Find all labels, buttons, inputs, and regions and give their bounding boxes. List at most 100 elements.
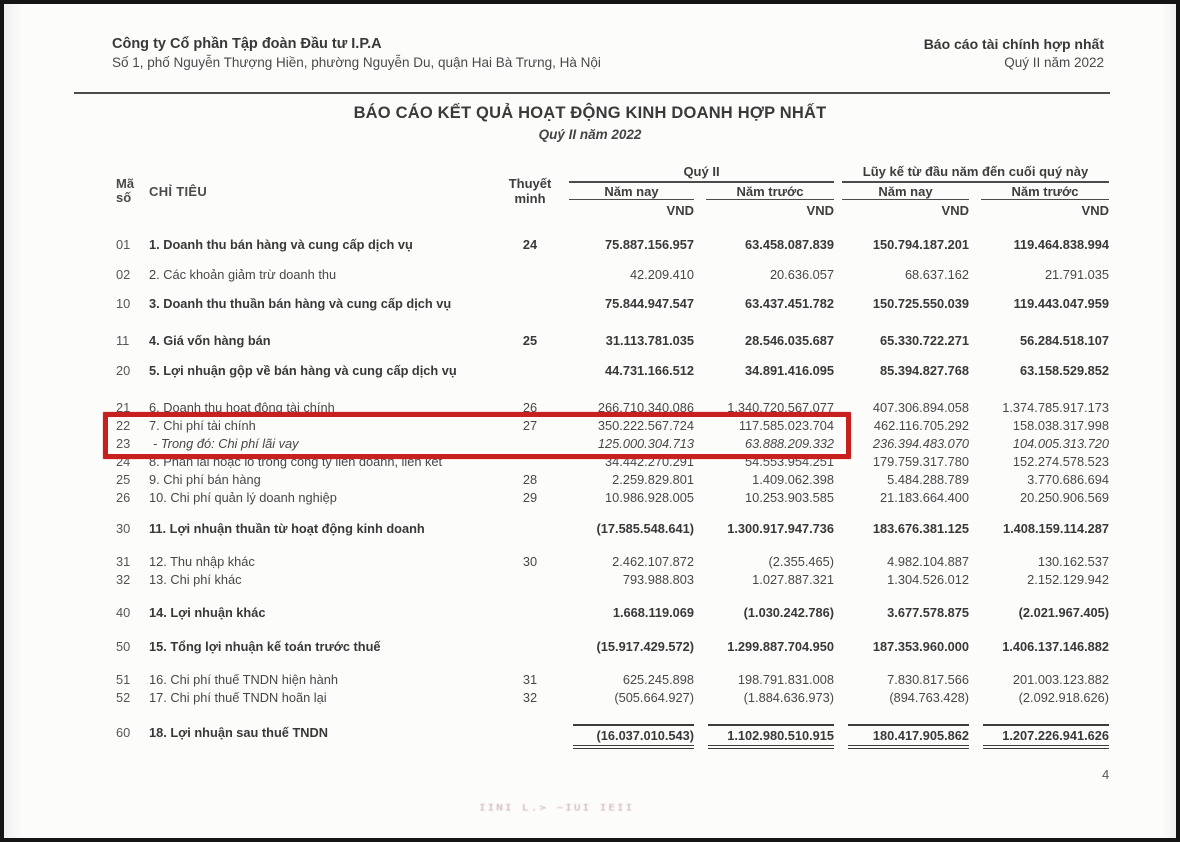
table-row: 02 2. Các khoản giảm trừ doanh thu 42.20…	[116, 266, 1109, 284]
currency-label: VND	[666, 203, 694, 218]
row-note-ref	[501, 604, 559, 622]
row-ytd-current-value: (894.763.428)	[889, 690, 969, 705]
row-quarter-current-value: 75.887.156.957	[605, 237, 694, 252]
row-quarter-current-value: (17.585.548.641)	[596, 521, 694, 536]
table-row: 25 9. Chi phí bán hàng 28 2.259.829.801 …	[116, 471, 1109, 489]
row-ytd-current-value: 68.637.162	[904, 267, 969, 282]
row-item-name: 17. Chi phí thuế TNDN hoãn lại	[149, 690, 327, 705]
table-body: 01 1. Doanh thu bán hàng và cung cấp dịc…	[116, 236, 1109, 749]
row-code: 31	[116, 554, 131, 569]
table-row: 26 10. Chi phí quản lý doanh nghiệp 29 1…	[116, 489, 1109, 507]
row-quarter-prior-value: 1.299.887.704.950	[727, 639, 834, 654]
row-note-ref	[501, 266, 559, 284]
row-code: 40	[116, 605, 131, 620]
row-ytd-current-value: 1.304.526.012	[887, 572, 969, 587]
row-note-ref: 24	[522, 237, 538, 252]
row-item-name: 7. Chi phí tài chính	[149, 418, 256, 433]
page-subtitle: Quý II năm 2022	[538, 127, 642, 142]
row-note-ref	[501, 724, 559, 749]
row-item-name: 13. Chi phí khác	[149, 572, 242, 587]
row-quarter-prior-value: (1.884.636.973)	[743, 690, 834, 705]
table-row: 52 17. Chi phí thuế TNDN hoãn lại 32 (50…	[116, 689, 1109, 707]
row-ytd-current-value: 236.394.483.070	[872, 436, 969, 451]
header-group-quarter: Quý II	[569, 164, 834, 183]
row-ytd-prior-value: 56.284.518.107	[1020, 333, 1109, 348]
row-quarter-prior-value: 34.891.416.095	[745, 363, 834, 378]
row-quarter-current-value: 350.222.567.724	[597, 418, 694, 433]
row-code: 30	[116, 521, 131, 536]
row-ytd-prior-value: 1.207.226.941.626	[983, 724, 1109, 749]
row-quarter-current-value: (16.037.010.543)	[573, 724, 694, 749]
row-note-ref	[501, 453, 559, 471]
row-ytd-prior-value: 104.005.313.720	[1012, 436, 1109, 451]
row-note-ref: 27	[522, 418, 538, 433]
company-name: Công ty Cổ phần Tập đoàn Đầu tư I.P.A	[112, 36, 382, 52]
header-ytd-prior: Năm trước	[981, 184, 1109, 200]
letterhead-left: Công ty Cổ phần Tập đoàn Đầu tư I.P.A Số…	[112, 36, 601, 70]
row-quarter-prior-value: 54.553.954.251	[745, 454, 834, 469]
row-code: 24	[116, 454, 131, 469]
row-ytd-prior-value: 1.374.785.917.173	[1002, 400, 1109, 415]
row-code: 60	[116, 725, 131, 740]
row-note-ref	[501, 435, 559, 453]
row-ytd-current-value: 85.394.827.768	[880, 363, 969, 378]
table-row: 10 3. Doanh thu thuần bán hàng và cung c…	[116, 295, 1109, 313]
row-code: 21	[116, 400, 131, 415]
row-item-name: 9. Chi phí bán hàng	[149, 472, 261, 487]
table-row: 11 4. Giá vốn hàng bán 25 31.113.781.035…	[116, 332, 1109, 350]
table-row: 24 8. Phần lãi hoặc lỗ trong công ty liê…	[116, 453, 1109, 471]
row-code: 11	[116, 333, 130, 348]
row-note-ref: 26	[522, 400, 538, 415]
row-code: 01	[116, 237, 131, 252]
row-item-name: 11. Lợi nhuận thuần từ hoạt động kinh do…	[149, 521, 425, 536]
row-note-ref: 30	[522, 554, 538, 569]
row-ytd-current-value: 3.677.578.875	[887, 605, 969, 620]
header-code: Mã số	[116, 176, 135, 205]
company-address: Số 1, phố Nguyễn Thượng Hiền, phường Ngu…	[112, 55, 601, 70]
row-quarter-current-value: 793.988.803	[622, 572, 694, 587]
table-header: Mã số CHỈ TIÊU Thuyết minh Quý II Lũy kế…	[116, 164, 1109, 218]
row-ytd-prior-value: 119.464.838.994	[1013, 237, 1109, 252]
row-ytd-current-value: 183.676.381.125	[872, 521, 969, 536]
table-row: 23 - Trong đó: Chi phí lãi vay 125.000.3…	[116, 435, 1109, 453]
row-item-name: 10. Chi phí quản lý doanh nghiệp	[149, 490, 337, 505]
row-quarter-prior-value: 198.791.831.008	[737, 672, 834, 687]
row-quarter-current-value: 34.442.270.291	[605, 454, 694, 469]
row-quarter-current-value: 266.710.340.086	[597, 400, 694, 415]
row-code: 32	[116, 572, 131, 587]
row-note-ref	[501, 362, 559, 380]
row-item-name: 14. Lợi nhuận khác	[149, 605, 266, 620]
row-quarter-current-value: 125.000.304.713	[597, 436, 694, 451]
header-ytd-current: Năm nay	[842, 184, 969, 200]
row-ytd-current-value: 180.417.905.862	[848, 724, 969, 749]
table-row: 21 6. Doanh thu hoạt động tài chính 26 2…	[116, 399, 1109, 417]
table-row: 31 12. Thu nhập khác 30 2.462.107.872 (2…	[116, 553, 1109, 571]
row-quarter-prior-value: 1.027.887.321	[752, 572, 834, 587]
header-item: CHỈ TIÊU	[149, 183, 208, 199]
row-ytd-prior-value: (2.092.918.626)	[1018, 690, 1109, 705]
row-code: 10	[116, 296, 131, 311]
row-quarter-prior-value: (1.030.242.786)	[743, 605, 834, 620]
row-note-ref	[501, 571, 559, 589]
row-quarter-current-value: 2.259.829.801	[612, 472, 694, 487]
letterhead-right: Báo cáo tài chính hợp nhất Quý II năm 20…	[924, 36, 1104, 70]
row-code: 50	[116, 639, 131, 654]
table-row: 20 5. Lợi nhuận gộp về bán hàng và cung …	[116, 362, 1109, 380]
row-quarter-prior-value: (2.355.465)	[768, 554, 834, 569]
row-note-ref	[501, 638, 559, 656]
row-item-name: 2. Các khoản giảm trừ doanh thu	[149, 267, 337, 282]
row-item-name: 1. Doanh thu bán hàng và cung cấp dịch v…	[149, 237, 413, 252]
table-row: 51 16. Chi phí thuế TNDN hiện hành 31 62…	[116, 671, 1109, 689]
currency-label: VND	[806, 203, 834, 218]
row-quarter-current-value: 625.245.898	[622, 672, 694, 687]
row-code: 52	[116, 690, 131, 705]
row-quarter-prior-value: 28.546.035.687	[745, 333, 834, 348]
row-note-ref: 28	[522, 472, 538, 487]
report-period: Quý II năm 2022	[1004, 55, 1104, 70]
row-item-name: 8. Phần lãi hoặc lỗ trong công ty liên d…	[149, 454, 443, 469]
row-quarter-current-value: 10.986.928.005	[605, 490, 694, 505]
table-row: 22 7. Chi phí tài chính 27 350.222.567.7…	[116, 417, 1109, 435]
page-number: 4	[1102, 767, 1110, 782]
row-ytd-prior-value: 1.406.137.146.882	[1002, 639, 1109, 654]
